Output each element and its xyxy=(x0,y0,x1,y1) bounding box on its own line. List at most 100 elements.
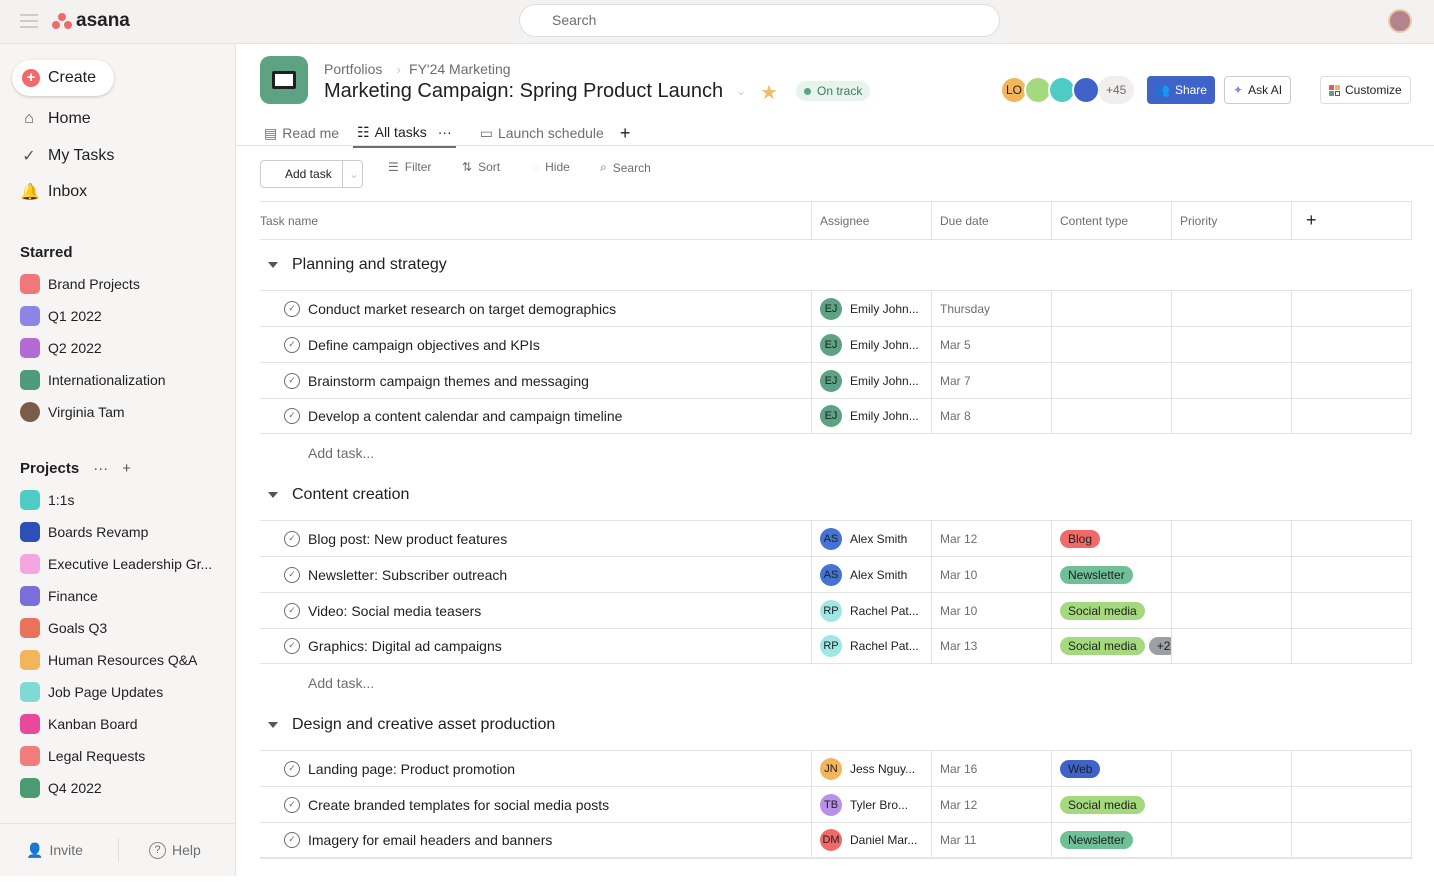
sidebar-project-item[interactable]: Job Page Updates xyxy=(20,682,163,702)
star-icon[interactable]: ★ xyxy=(760,82,778,104)
table-row[interactable]: ✓ Graphics: Digital ad campaigns RP Rachel … xyxy=(260,628,1412,664)
content-type-cell[interactable] xyxy=(1051,291,1171,326)
check-circle-icon[interactable]: ✓ xyxy=(284,566,300,583)
sidebar-starred-item[interactable]: Virginia Tam xyxy=(20,402,125,422)
table-row[interactable]: ✓ Landing page: Product promotion JN Jess N… xyxy=(260,750,1412,786)
priority-cell[interactable] xyxy=(1171,363,1291,398)
chevron-down-icon[interactable]: ⌄ xyxy=(736,84,747,98)
sidebar-item-my-tasks[interactable]: ✓ My Tasks xyxy=(20,146,114,166)
content-type-cell[interactable] xyxy=(1051,363,1171,398)
task-name-cell[interactable]: ✓ Brainstorm campaign themes and messagin… xyxy=(260,363,811,398)
sidebar-starred-item[interactable]: Brand Projects xyxy=(20,274,140,294)
search-input[interactable]: Search xyxy=(519,4,1000,37)
task-name-cell[interactable]: ✓ Define campaign objectives and KPIs xyxy=(260,327,811,362)
table-row[interactable]: ✓ Conduct market research on target demog… xyxy=(260,290,1412,326)
hide-button[interactable]: ◌ Hide xyxy=(532,160,570,174)
member-avatars[interactable]: LO +45 xyxy=(1000,76,1135,104)
content-type-cell[interactable] xyxy=(1051,399,1171,433)
column-header[interactable]: Content type xyxy=(1051,202,1171,239)
table-row[interactable]: ✓ Imagery for email headers and banners DM… xyxy=(260,822,1412,858)
triangle-down-icon[interactable] xyxy=(268,722,278,728)
add-project-icon[interactable]: + xyxy=(122,460,131,477)
assignee-cell[interactable]: EJ Emily John... xyxy=(811,399,931,433)
table-row[interactable] xyxy=(260,858,1412,894)
sidebar-project-item[interactable]: Human Resources Q&A xyxy=(20,650,197,670)
task-name-cell[interactable]: ✓ Blog post: New product features xyxy=(260,521,811,556)
ask-ai-button[interactable]: ✦ Ask AI xyxy=(1224,76,1292,104)
sort-button[interactable]: ⇅ Sort xyxy=(462,160,500,174)
task-name-cell[interactable]: ✓ Develop a content calendar and campaign… xyxy=(260,399,811,433)
breadcrumb-portfolios[interactable]: Portfolios xyxy=(324,61,383,77)
task-name-cell[interactable]: ✓ Landing page: Product promotion xyxy=(260,751,811,786)
sidebar-project-item[interactable]: 1:1s xyxy=(20,490,74,510)
check-circle-icon[interactable]: ✓ xyxy=(284,372,300,389)
assignee-cell[interactable]: DM Daniel Mar... xyxy=(811,823,931,857)
check-circle-icon[interactable]: ✓ xyxy=(284,336,300,353)
status-badge[interactable]: On track xyxy=(796,81,871,101)
section-header[interactable]: Design and creative asset production xyxy=(260,700,1412,750)
priority-cell[interactable] xyxy=(1171,521,1291,556)
content-type-cell[interactable]: Blog xyxy=(1051,521,1171,556)
priority-cell[interactable] xyxy=(1171,291,1291,326)
check-circle-icon[interactable]: ✓ xyxy=(284,408,300,424)
content-type-cell[interactable]: Social media xyxy=(1051,593,1171,628)
section-header[interactable]: Content creation xyxy=(260,470,1412,520)
assignee-cell[interactable]: EJ Emily John... xyxy=(811,327,931,362)
task-name-cell[interactable]: ✓ Video: Social media teasers xyxy=(260,593,811,628)
share-button[interactable]: 👥 Share xyxy=(1147,76,1215,104)
assignee-cell[interactable]: TB Tyler Bro... xyxy=(811,787,931,822)
sidebar-starred-item[interactable]: Q1 2022 xyxy=(20,306,102,326)
task-name-cell[interactable]: ✓ Imagery for email headers and banners xyxy=(260,823,811,857)
menu-icon[interactable] xyxy=(20,14,38,28)
chevron-down-icon[interactable]: ⌄ xyxy=(349,167,360,181)
assignee-cell[interactable]: RP Rachel Pat... xyxy=(811,629,931,663)
breadcrumb-portfolio[interactable]: FY'24 Marketing xyxy=(409,61,511,77)
priority-cell[interactable] xyxy=(1171,557,1291,592)
sidebar-item-inbox[interactable]: 🔔 Inbox xyxy=(20,182,87,202)
triangle-down-icon[interactable] xyxy=(268,262,278,268)
more-icon[interactable]: ··· xyxy=(437,124,452,140)
due-date-cell[interactable]: Mar 8 xyxy=(931,399,1051,433)
tab-launch-schedule[interactable]: ▭ Launch schedule xyxy=(480,120,604,146)
assignee-cell[interactable]: JN Jess Nguy... xyxy=(811,751,931,786)
priority-cell[interactable] xyxy=(1171,823,1291,857)
filter-button[interactable]: ☰ Filter xyxy=(388,160,431,174)
more-members-count[interactable]: +45 xyxy=(1098,76,1135,104)
check-circle-icon[interactable]: ✓ xyxy=(284,796,300,813)
customize-button[interactable]: Customize xyxy=(1320,76,1411,104)
sidebar-item-home[interactable]: ⌂ Home xyxy=(20,110,91,128)
due-date-cell[interactable]: Thursday xyxy=(931,291,1051,326)
table-row[interactable]: ✓ Develop a content calendar and campaign… xyxy=(260,398,1412,434)
add-task-row[interactable]: Add task... xyxy=(308,675,375,691)
sidebar-project-item[interactable]: Legal Requests xyxy=(20,746,145,766)
table-row[interactable]: ✓ Newsletter: Subscriber outreach AS Alex S… xyxy=(260,556,1412,592)
column-header[interactable]: Due date xyxy=(931,202,1051,239)
content-type-cell[interactable] xyxy=(1051,327,1171,362)
column-header[interactable]: Priority xyxy=(1171,202,1291,239)
priority-cell[interactable] xyxy=(1171,399,1291,433)
table-row[interactable]: ✓ Brainstorm campaign themes and messagin… xyxy=(260,362,1412,398)
column-header[interactable]: Assignee xyxy=(811,202,931,239)
page-title[interactable]: Marketing Campaign: Spring Product Launc… xyxy=(324,80,724,102)
due-date-cell[interactable]: Mar 16 xyxy=(931,751,1051,786)
more-icon[interactable]: ··· xyxy=(93,460,109,477)
asana-logo[interactable]: asana xyxy=(52,10,130,32)
priority-cell[interactable] xyxy=(1171,593,1291,628)
assignee-cell[interactable]: RP Rachel Pat... xyxy=(811,593,931,628)
check-circle-icon[interactable]: ✓ xyxy=(284,602,300,619)
check-circle-icon[interactable]: ✓ xyxy=(284,300,300,317)
priority-cell[interactable] xyxy=(1171,629,1291,663)
column-header[interactable]: Task name xyxy=(260,213,319,228)
create-button[interactable]: + Create xyxy=(12,60,114,96)
help-button[interactable]: ? Help xyxy=(118,838,201,862)
content-type-cell[interactable]: Web xyxy=(1051,751,1171,786)
assignee-cell[interactable]: AS Alex Smith xyxy=(811,521,931,556)
due-date-cell[interactable]: Mar 10 xyxy=(931,557,1051,592)
priority-cell[interactable] xyxy=(1171,327,1291,362)
priority-cell[interactable] xyxy=(1171,751,1291,786)
due-date-cell[interactable]: Mar 13 xyxy=(931,629,1051,663)
sidebar-starred-item[interactable]: Internationalization xyxy=(20,370,166,390)
assignee-cell[interactable]: EJ Emily John... xyxy=(811,291,931,326)
check-circle-icon[interactable]: ✓ xyxy=(284,760,300,777)
section-header[interactable]: Planning and strategy xyxy=(260,240,1412,290)
